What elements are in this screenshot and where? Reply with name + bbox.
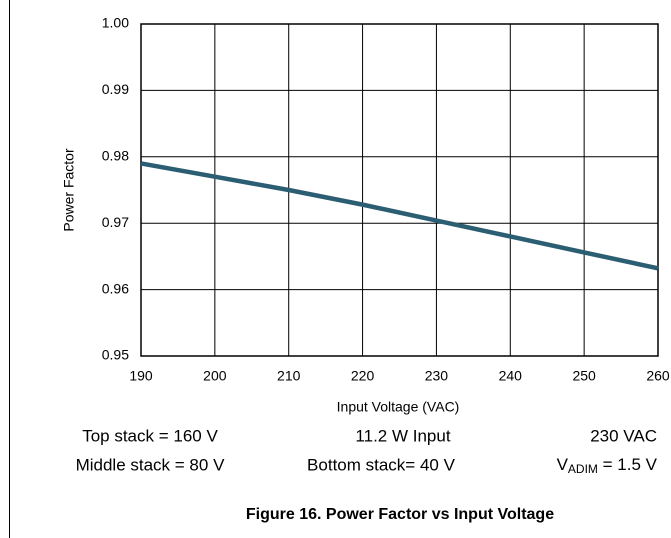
x-tick-label: 190 [129, 368, 153, 384]
y-tick-label: 0.96 [102, 280, 129, 296]
x-tick-label: 210 [277, 368, 301, 384]
x-tick-label: 220 [351, 368, 375, 384]
chart-title: Figure 16. Power Factor vs Input Voltage [246, 506, 554, 523]
annotation: Bottom stack= 40 V [307, 455, 456, 474]
x-tick-label: 260 [646, 368, 670, 384]
annotation-part: = 1.5 V [598, 455, 658, 474]
y-tick-label: 0.95 [102, 347, 129, 363]
annotation: VADIM = 1.5 V [557, 455, 658, 476]
x-tick-label: 200 [203, 368, 227, 384]
annotation: 11.2 W Input [355, 426, 450, 445]
y-tick-label: 1.00 [102, 15, 129, 31]
plot-border [140, 23, 659, 357]
x-tick-label: 230 [425, 368, 449, 384]
y-tick-label: 0.99 [102, 81, 129, 97]
x-tick-label: 240 [499, 368, 523, 384]
annotation-part: V [557, 455, 569, 474]
x-axis-label: Input Voltage (VAC) [337, 399, 460, 415]
annotation: Top stack = 160 V [82, 426, 218, 445]
annotation-subscript: ADIM [568, 462, 598, 476]
y-tick-label: 0.97 [102, 214, 129, 230]
annotation: 230 VAC [590, 426, 657, 445]
data-line [140, 161, 659, 271]
y-tick-label: 0.98 [102, 148, 129, 164]
y-axis-label: Power Factor [61, 148, 77, 232]
annotation: Middle stack = 80 V [76, 455, 225, 474]
x-tick-label: 250 [572, 368, 596, 384]
